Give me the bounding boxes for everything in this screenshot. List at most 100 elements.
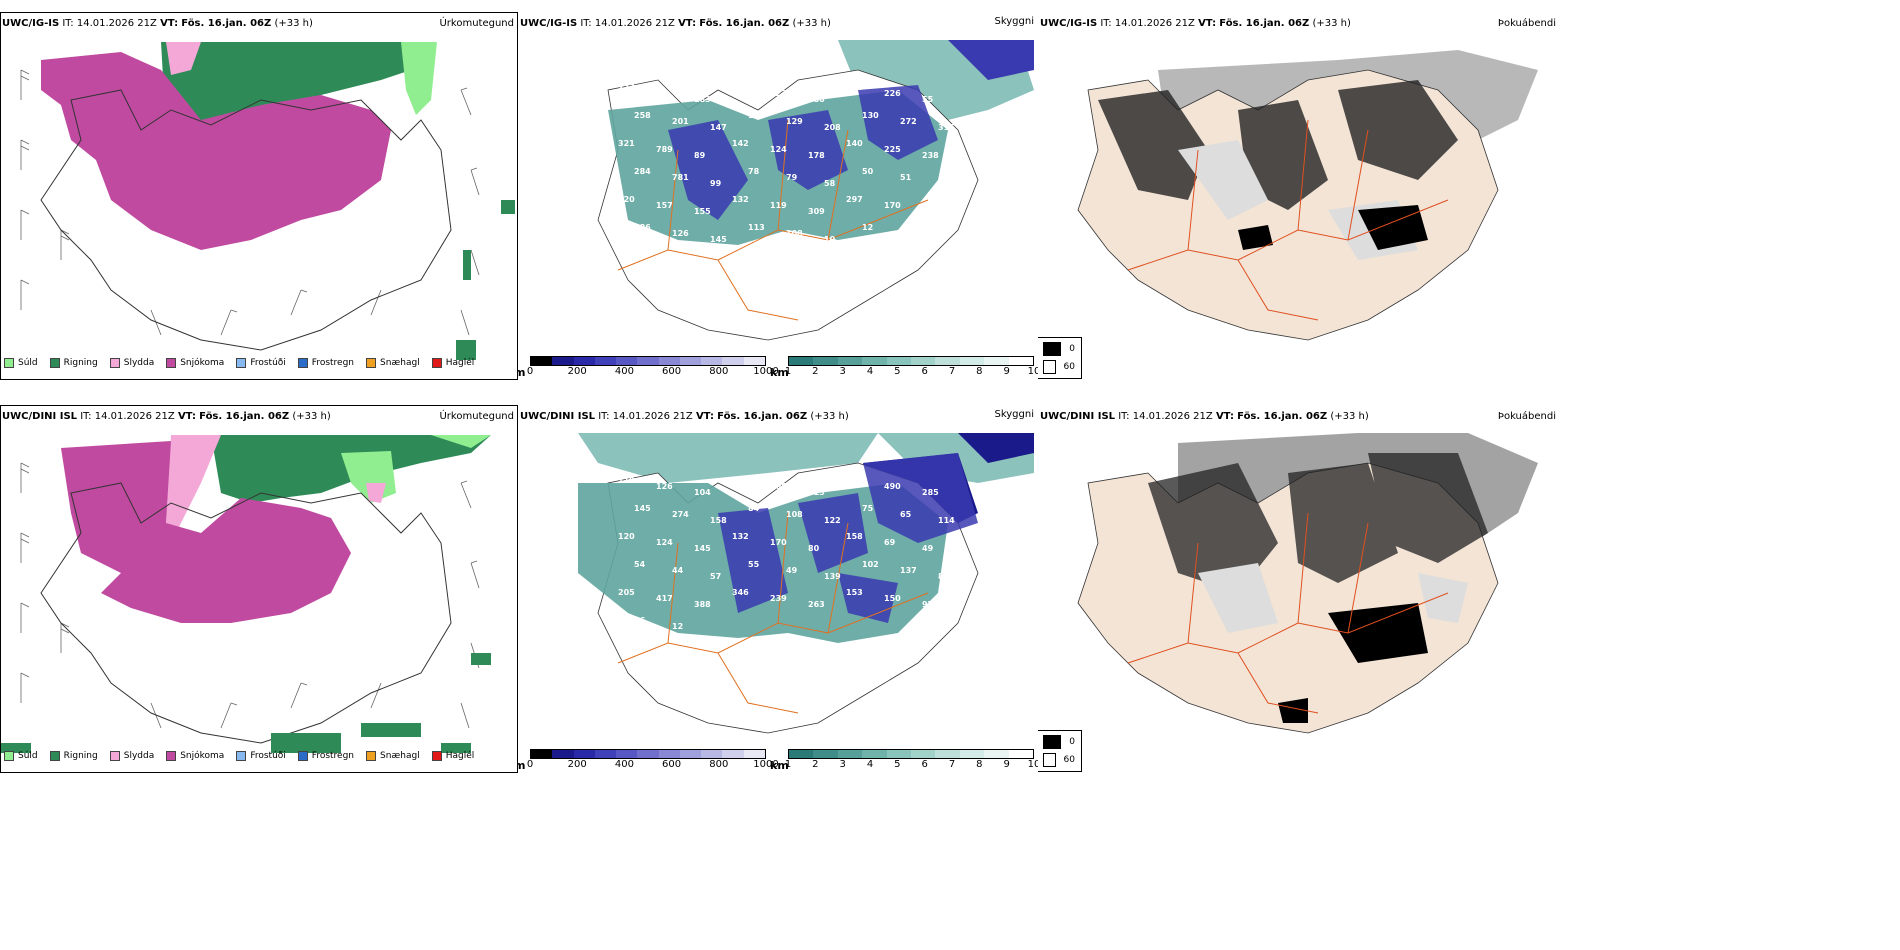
km-unit: km	[770, 759, 789, 772]
colorbar-segment	[959, 750, 985, 758]
precip-map-2	[1, 435, 491, 753]
colorbar-segment	[886, 357, 912, 365]
colorbar-segment	[935, 357, 960, 365]
legend-item: Snjókoma	[166, 358, 224, 368]
km-tick-label: 6	[921, 759, 928, 770]
legend-item: Frostúði	[236, 358, 286, 368]
colorbar-segment	[722, 750, 744, 758]
visibility-value: 170	[884, 201, 901, 210]
colorbar-segment	[743, 357, 765, 365]
visibility-map-1: 2779818311912318011022655258201147136129…	[597, 40, 1034, 341]
visibility-value: 89	[694, 151, 706, 160]
visibility-value: 58	[824, 179, 836, 188]
visibility-value: 170	[770, 538, 787, 547]
fog-legend-item: 0	[1043, 342, 1075, 356]
coastline	[40, 89, 452, 351]
wind-barbs	[20, 69, 480, 336]
visibility-value: 84	[748, 504, 760, 513]
km-tick-label: 5	[894, 366, 901, 377]
visibility-value: 50	[862, 167, 874, 176]
visibility-value: 124	[770, 145, 787, 154]
visibility-value: 126	[656, 482, 673, 491]
panel-type-label: Skyggni	[994, 409, 1034, 420]
height-tick-label: 600	[662, 759, 682, 770]
colorbar-segment	[813, 750, 838, 758]
height-tick-label: 800	[709, 759, 729, 770]
visibility-value: 78	[748, 167, 760, 176]
visibility-value: 10	[824, 235, 836, 244]
visibility-value: 79	[786, 173, 798, 182]
coastline	[40, 482, 452, 744]
colorbar-segment	[837, 357, 863, 365]
visibility-value: 158	[710, 516, 727, 525]
panel-title: UWC/IG-IS IT: 14.01.2026 21Z VT: Fös. 16…	[2, 18, 313, 29]
fog-legend-item: 0	[1043, 735, 1075, 749]
km-tick-label: 8	[976, 759, 983, 770]
km-tick-label: 1	[784, 366, 792, 377]
height-tick-label: 0	[526, 759, 534, 770]
colorbar-segment	[837, 750, 863, 758]
km-tick-label: 4	[866, 366, 874, 377]
visibility-value: 220	[618, 195, 635, 204]
legend-item: Frostregn	[297, 358, 354, 368]
height-tick-label: 600	[662, 366, 682, 377]
visibility-value: 208	[824, 123, 841, 132]
colorbar-segment	[722, 357, 744, 365]
visibility-value: 119	[618, 476, 635, 485]
colorbar-segment	[679, 357, 702, 365]
visibility-value: 69	[884, 538, 896, 547]
visibility-km-colorbar: km 1 2 3 4 5 6 7 8 9 10	[770, 749, 1038, 772]
visibility-value: 119	[732, 83, 749, 92]
dark-fog	[1098, 80, 1458, 210]
visibility-value: 145	[694, 544, 711, 553]
visibility-value: 284	[634, 167, 651, 176]
height-tick-label: 1000	[753, 759, 779, 770]
visibility-value: 75	[862, 504, 874, 513]
visibility-value: 239	[770, 594, 787, 603]
visibility-value: 104	[694, 488, 711, 497]
visibility-value: 12	[672, 622, 683, 631]
colorbar-segment	[552, 357, 574, 365]
visibility-value: 114	[938, 516, 955, 525]
km-tick-label: 9	[1003, 366, 1010, 377]
fog-map-1	[1077, 50, 1538, 341]
visibility-value: 80	[808, 544, 820, 553]
panel-title: UWC/IG-IS IT: 14.01.2026 21Z VT: Fös. 16…	[1040, 18, 1351, 29]
visibility-value: 57	[710, 572, 721, 581]
visibility-value: 12	[862, 223, 873, 232]
visibility-value: 108	[786, 510, 803, 519]
colorbar-segment	[616, 750, 638, 758]
legend-item: Haglél	[431, 751, 474, 761]
panel-type-label: Úrkomutegund	[439, 411, 514, 422]
visibility-value: 110	[846, 83, 863, 92]
visibility-value: 157	[656, 201, 673, 210]
colorbar-segment	[637, 357, 659, 365]
visibility-value: 388	[694, 600, 711, 609]
visibility-value: 153	[846, 588, 863, 597]
colorbar-segment	[531, 750, 553, 758]
visibility-value: 183	[732, 476, 749, 485]
colorbar-segment	[658, 357, 680, 365]
visibility-value: 201	[672, 117, 689, 126]
legend-item: Snæhagl	[366, 751, 420, 761]
visibility-value: 586	[634, 223, 651, 232]
km-tick-label: 3	[839, 366, 846, 377]
visibility-value: 155	[694, 207, 711, 216]
visibility-km-colorbar: km 1 2 3 4 5 6 7 8 9 10	[770, 356, 1038, 379]
km-tick-label: 4	[866, 759, 874, 770]
visibility-value: 258	[634, 111, 651, 120]
wind-barbs	[20, 462, 480, 729]
colorbar-segment	[1008, 750, 1034, 758]
visibility-value: 226	[884, 89, 901, 98]
km-tick-label: 10	[1027, 759, 1038, 770]
legend-item: Slydda	[109, 751, 154, 761]
height-tick-label: 400	[614, 366, 634, 377]
visibility-value: 55	[748, 560, 760, 569]
visibility-value: 136	[748, 111, 765, 120]
km-tick-label: 9	[1003, 759, 1010, 770]
visibility-value: 321	[618, 139, 635, 148]
rain-area	[161, 42, 431, 130]
fog-index-panel-1: UWC/IG-IS IT: 14.01.2026 21Z VT: Fös. 16…	[1038, 12, 1560, 380]
colorbar-segment	[935, 750, 960, 758]
black-fog-core	[1278, 603, 1428, 723]
